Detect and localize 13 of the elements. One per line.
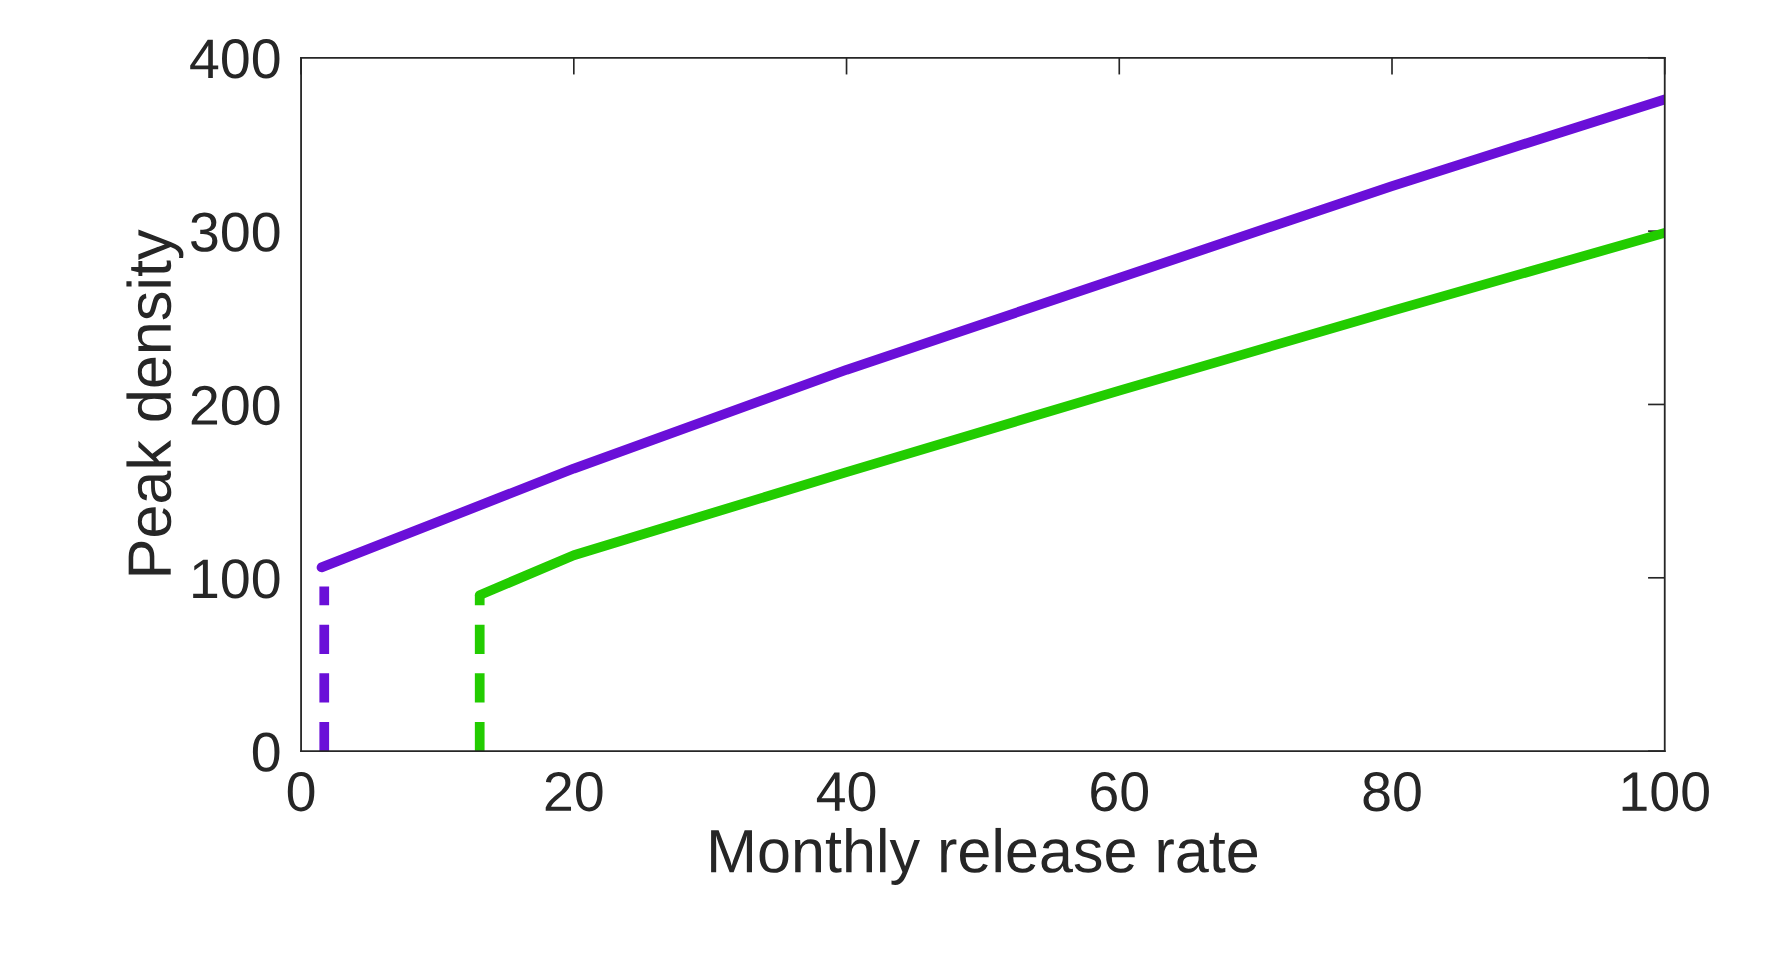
y-tick-label: 0 <box>252 732 280 772</box>
x-tick-label: 0 <box>287 772 315 812</box>
y-tick-label: 200 <box>191 385 280 426</box>
x-tick-label: 20 <box>545 772 603 812</box>
y-tick-label: 300 <box>191 212 280 252</box>
x-axis-title: Monthly release rate <box>711 827 1258 885</box>
x-tick-label: 60 <box>1091 772 1148 812</box>
x-tick-label: 100 <box>1622 772 1709 812</box>
x-tick-label: 40 <box>816 772 876 812</box>
y-tick-label: 100 <box>193 559 280 599</box>
x-tick-label: 80 <box>1363 772 1421 812</box>
y-axis-title: Peak density <box>126 229 184 575</box>
y-tick-label: 400 <box>190 39 280 79</box>
